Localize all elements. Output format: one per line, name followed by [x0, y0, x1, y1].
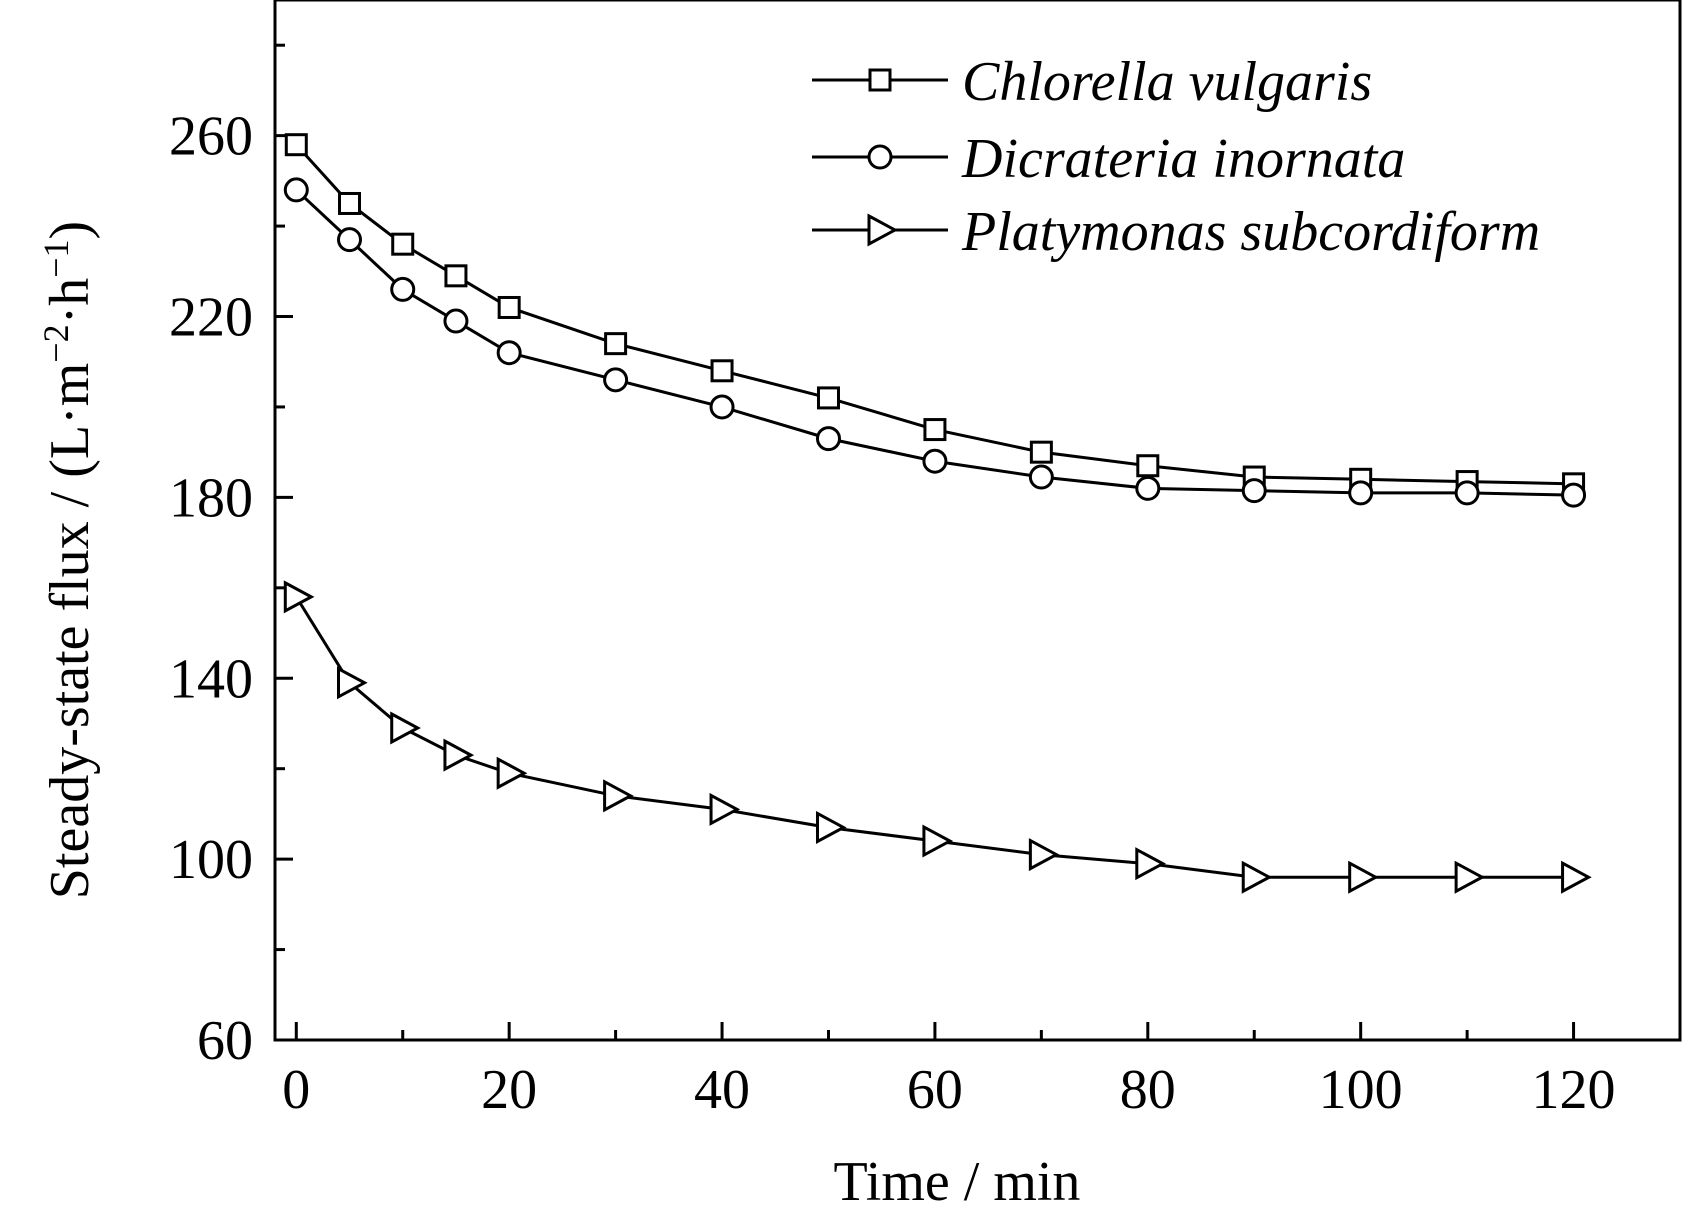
data-point	[922, 824, 954, 858]
data-point	[710, 359, 734, 383]
series-layer	[283, 133, 1592, 894]
x-tick-label: 0	[282, 1059, 310, 1121]
data-point	[284, 133, 308, 157]
x-tick-label: 100	[1319, 1059, 1403, 1121]
data-point	[1348, 860, 1379, 894]
data-point	[603, 779, 634, 813]
data-point	[444, 264, 468, 288]
data-point	[1135, 475, 1161, 501]
data-point	[1028, 464, 1054, 490]
data-point	[1561, 482, 1587, 508]
data-point	[1454, 480, 1480, 506]
data-point	[922, 448, 948, 474]
data-point	[1241, 860, 1273, 894]
series-circle	[283, 177, 1587, 508]
x-axis-title: Time / min	[834, 1151, 1081, 1213]
legend-label: Dicrateria inornata	[961, 128, 1405, 190]
data-point	[1135, 847, 1166, 881]
data-point	[338, 191, 362, 215]
y-tick-label: 140	[169, 648, 253, 710]
y-tick-label: 260	[169, 106, 253, 168]
y-tick-label: 100	[169, 829, 253, 891]
y-axis-title-main: Steady-state flux / (L·m	[39, 363, 101, 900]
y-axis-title-end: )	[39, 221, 101, 240]
data-point	[497, 295, 521, 319]
data-point	[1454, 860, 1486, 894]
data-point	[443, 738, 475, 772]
series-triangle-right	[283, 580, 1592, 894]
y-axis-title-sup1: −2	[36, 324, 76, 362]
legend-label: Platymonas subcordiform	[961, 201, 1540, 263]
data-point	[816, 386, 840, 410]
y-tick-label: 60	[197, 1010, 253, 1072]
data-point	[923, 418, 947, 442]
data-point	[1136, 454, 1160, 478]
x-tick-label: 80	[1120, 1059, 1176, 1121]
data-point	[603, 367, 629, 393]
x-tick-label: 120	[1532, 1059, 1616, 1121]
data-point	[1029, 440, 1053, 464]
data-point	[390, 276, 416, 302]
x-tick-label: 40	[694, 1059, 750, 1121]
data-point	[1241, 478, 1267, 504]
data-point	[337, 227, 363, 253]
legend-marker	[867, 144, 893, 170]
data-point	[1348, 480, 1374, 506]
y-axis-title-mid: ·h	[39, 278, 101, 325]
data-point	[709, 394, 735, 420]
plot-frame	[273, 0, 1682, 1042]
legend-label: Chlorella vulgaris	[962, 51, 1372, 113]
data-point	[709, 792, 741, 826]
data-point	[815, 426, 841, 452]
data-point	[815, 810, 847, 844]
y-tick-label: 180	[169, 467, 253, 529]
legend: Chlorella vulgaris Dicrateria inornata Pla…	[812, 51, 1540, 263]
y-axis-title-sup2: −1	[36, 239, 76, 277]
data-point	[1028, 838, 1060, 872]
data-point	[337, 666, 368, 700]
x-tick-label: 20	[481, 1059, 537, 1121]
data-point	[390, 711, 421, 745]
data-point	[496, 340, 522, 366]
y-tick-label: 220	[169, 287, 253, 349]
data-point	[391, 232, 415, 256]
legend-marker	[867, 213, 899, 247]
data-point	[496, 756, 528, 790]
y-axis-title: Steady-state flux / (L·m−2·h−1)	[36, 221, 101, 899]
x-tick-label: 60	[907, 1059, 963, 1121]
x-axis-ticks: 0 20 40 60 80 100 120	[282, 1022, 1616, 1121]
data-point	[283, 177, 309, 203]
legend-marker	[868, 68, 892, 92]
data-point	[604, 332, 628, 356]
data-point	[1561, 860, 1592, 894]
data-point	[283, 580, 315, 614]
y-axis-ticks: 60 100 140 180 220 260	[169, 43, 293, 1072]
data-point	[443, 308, 469, 334]
